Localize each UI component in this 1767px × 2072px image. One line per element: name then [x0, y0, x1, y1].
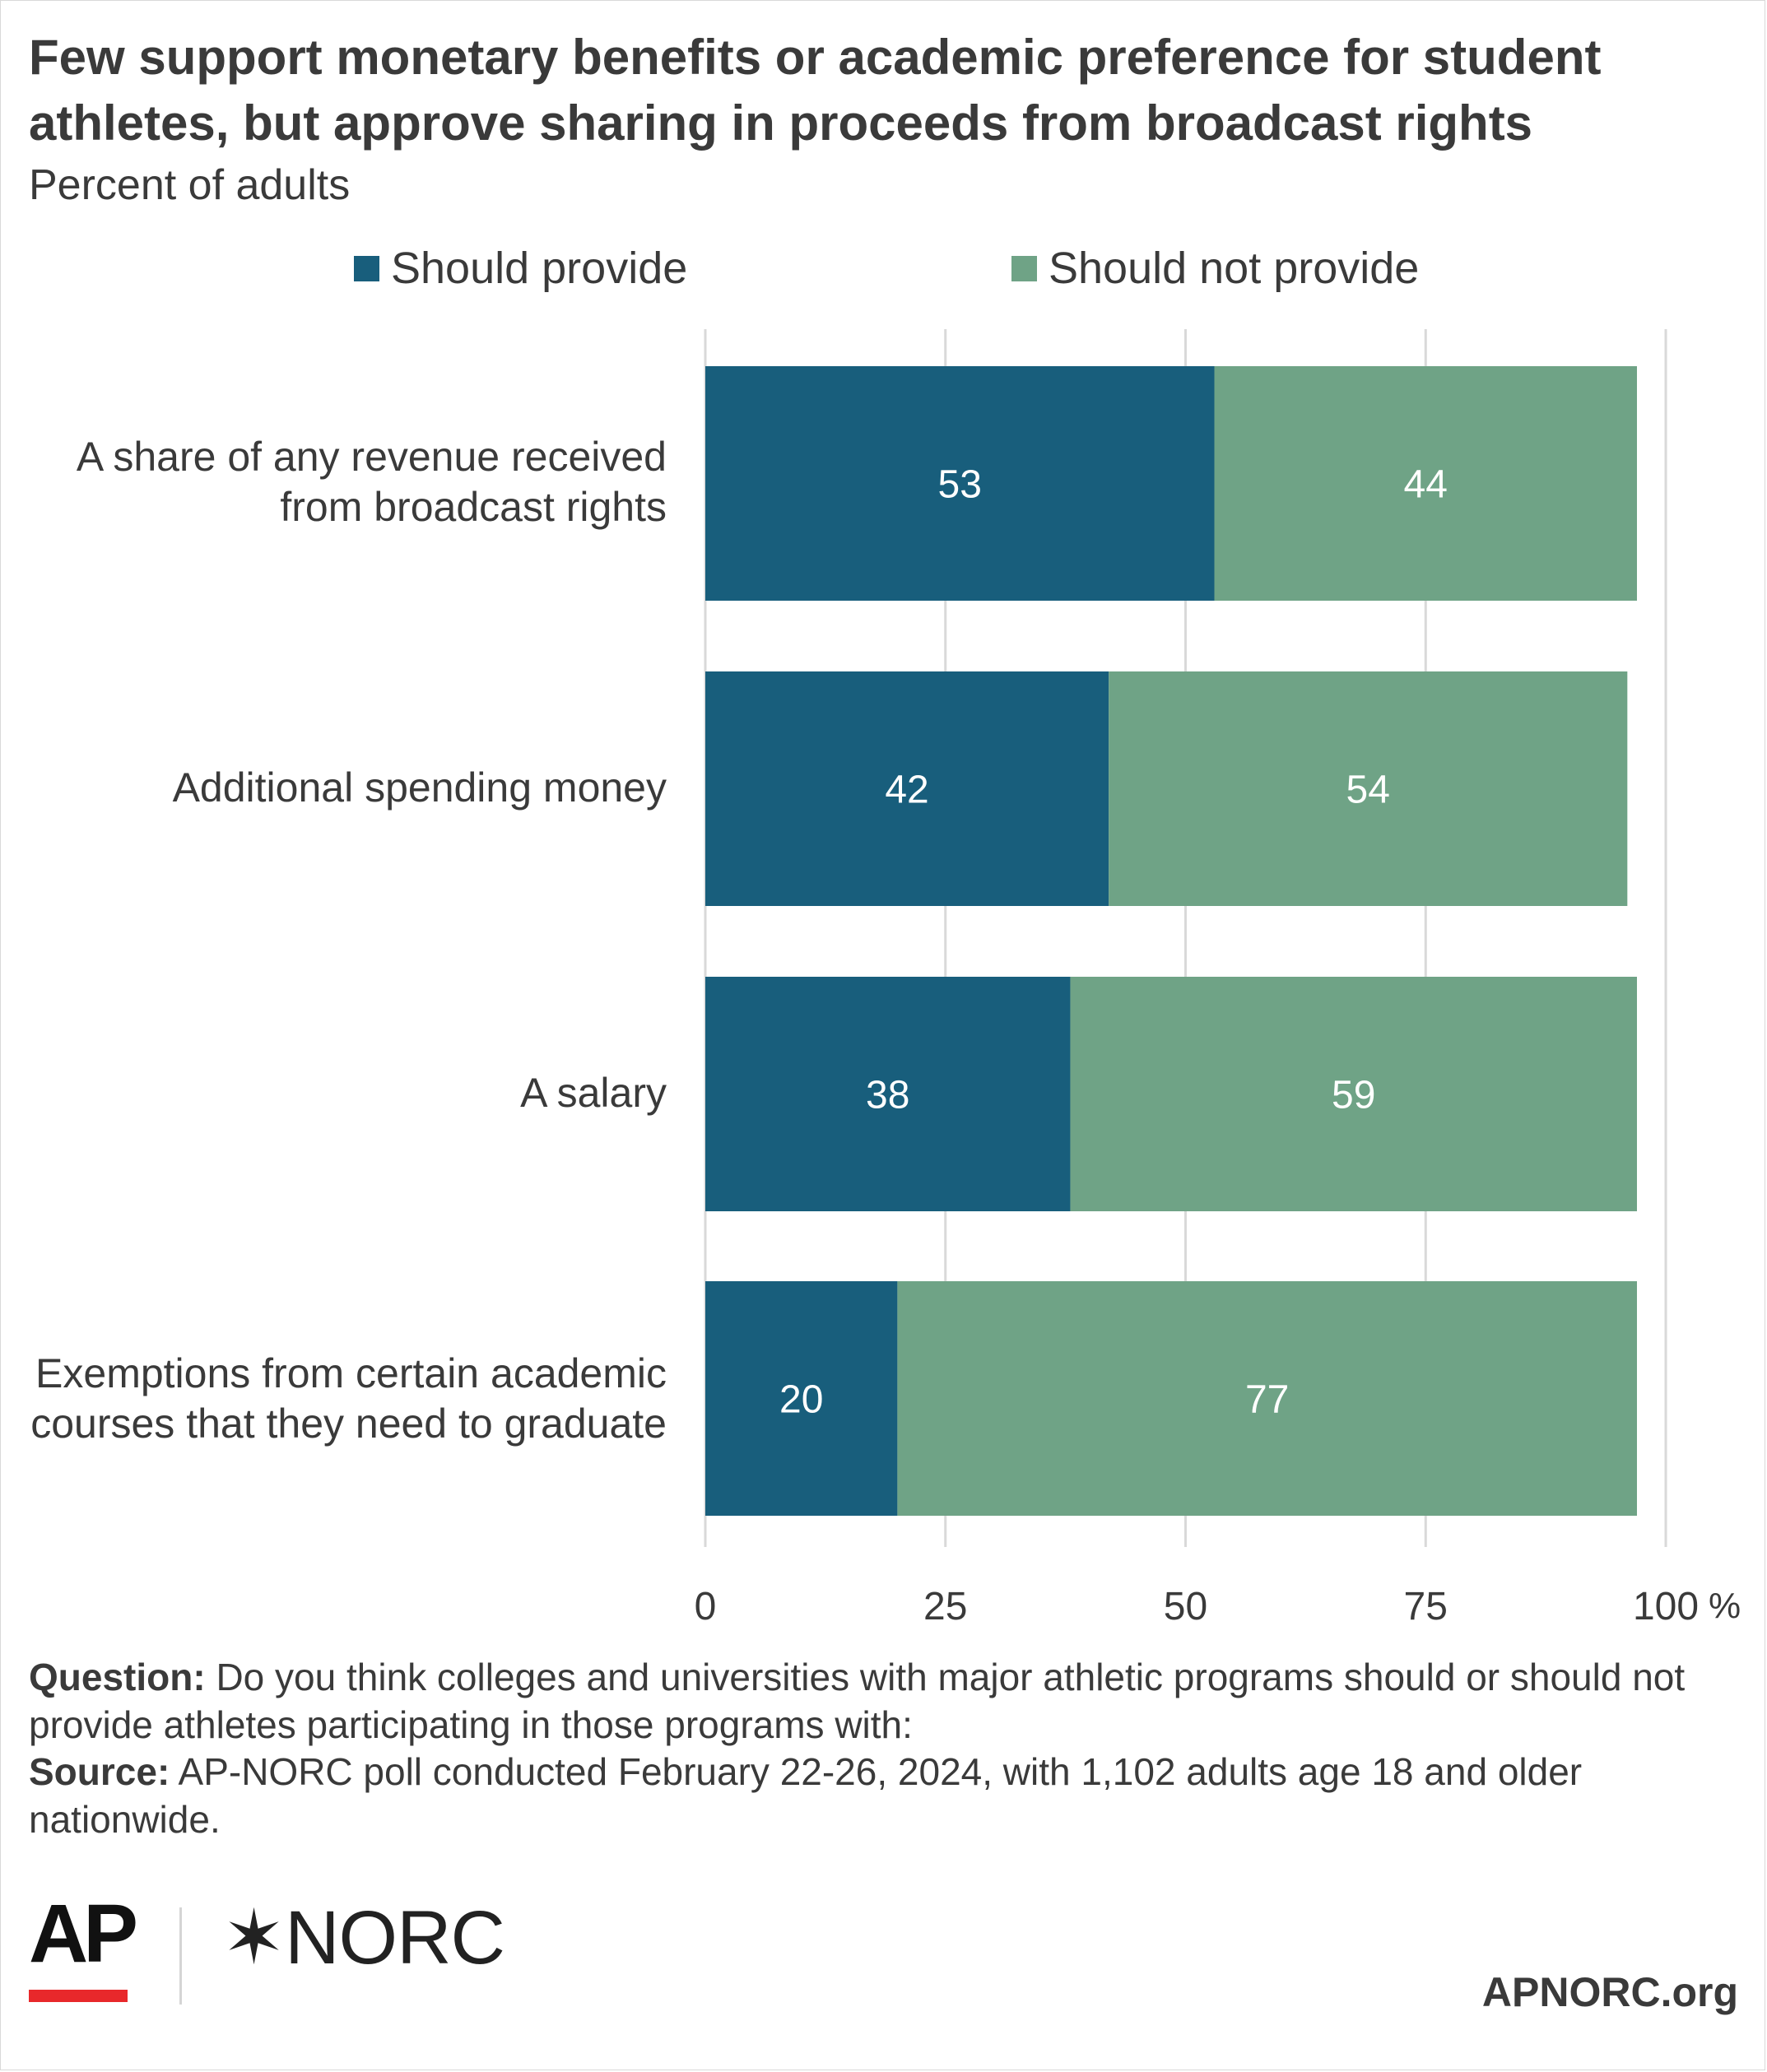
data-label-should-not-provide-0: 44 — [1404, 463, 1448, 507]
legend-item-should-not-provide: Should not provide — [1011, 239, 1419, 298]
legend-swatch-should-provide — [354, 255, 379, 281]
data-label-should-not-provide-2: 59 — [1332, 1074, 1375, 1117]
question-label: Question: — [29, 1656, 206, 1698]
x-tick-label-25: 25 — [923, 1585, 967, 1628]
chart-title: Few support monetary benefits or academi… — [29, 30, 1602, 151]
data-label-should-provide-2: 38 — [866, 1074, 909, 1117]
bar-should-provide-2 — [705, 977, 1071, 1211]
chart-subtitle: Percent of adults — [29, 161, 351, 209]
category-label-spending-money: Additional spending money — [172, 764, 667, 811]
x-axis-unit: % — [1709, 1586, 1741, 1626]
x-tick-label-100: 100 — [1633, 1585, 1699, 1628]
legend-swatch-should-not-provide — [1011, 255, 1037, 281]
bar-should-not-provide-1 — [1109, 671, 1628, 906]
bar-chart: 53 44 42 54 38 59 20 77 0 25 50 75 100% — [695, 329, 1741, 1628]
data-label-should-not-provide-1: 54 — [1346, 769, 1390, 812]
bar-should-not-provide-0 — [1214, 366, 1637, 601]
question-text: Do you think colleges and universities w… — [29, 1656, 1686, 1746]
source-note: Source: AP-NORC poll conducted February … — [29, 1749, 1732, 1843]
data-label-should-provide-3: 20 — [779, 1378, 823, 1422]
legend-label-should-not-provide: Should not provide — [1049, 244, 1420, 293]
logo-divider — [179, 1907, 182, 2005]
bar-should-not-provide-3 — [897, 1281, 1637, 1516]
ap-logo-underline — [29, 1990, 128, 2002]
bar-should-provide-3 — [705, 1281, 898, 1516]
question-note: Question: Do you think colleges and univ… — [29, 1654, 1732, 1749]
bar-should-provide-0 — [705, 366, 1215, 601]
norc-star-icon: ✶ — [222, 1896, 286, 1980]
ap-logo: AP — [29, 1888, 138, 1980]
data-label-should-provide-1: 42 — [885, 769, 928, 812]
source-label: Source: — [29, 1750, 170, 1793]
data-label-should-provide-0: 53 — [938, 463, 982, 507]
category-label-broadcast-rights: A share of any revenue received from bro… — [76, 434, 667, 530]
x-tick-label-0: 0 — [695, 1585, 717, 1628]
bar-should-provide-1 — [705, 671, 1109, 906]
data-label-should-not-provide-3: 77 — [1245, 1378, 1289, 1422]
legend-item-should-provide: Should provide — [354, 239, 687, 298]
norc-logo: ✶NORC — [222, 1897, 505, 1979]
bar-should-not-provide-2 — [1070, 977, 1637, 1211]
site-url: APNORC.org — [1481, 1969, 1738, 2015]
category-label-salary: A salary — [520, 1070, 667, 1116]
x-tick-label-75: 75 — [1404, 1585, 1448, 1628]
x-tick-label-50: 50 — [1164, 1585, 1207, 1628]
norc-logo-text: NORC — [285, 1896, 505, 1980]
legend-label-should-provide: Should provide — [391, 244, 688, 293]
chart-notes: Question: Do you think colleges and univ… — [29, 1654, 1732, 1843]
source-text: AP-NORC poll conducted February 22-26, 2… — [29, 1750, 1583, 1841]
category-label-academic-exemptions: Exemptions from certain academic courses… — [30, 1350, 667, 1447]
